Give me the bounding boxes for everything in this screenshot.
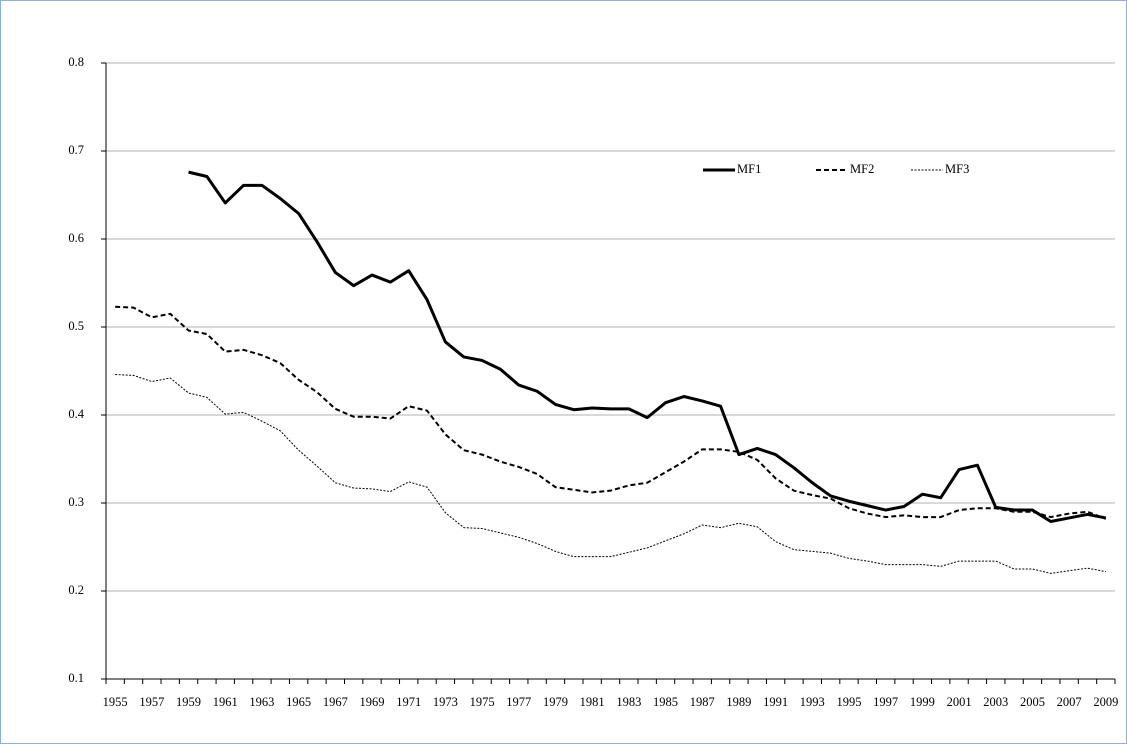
x-tick-label: 1987 [690, 695, 715, 709]
x-tick-label: 1993 [800, 695, 825, 709]
series-line [188, 170, 1107, 523]
y-tick-label: 0.2 [68, 583, 84, 597]
y-tick-label: 0.3 [68, 495, 84, 509]
x-tick-label: 1959 [176, 695, 201, 709]
x-tick-label: 1957 [139, 695, 164, 709]
x-tick-label: 1967 [323, 695, 348, 709]
x-tick-label: 1999 [910, 695, 935, 709]
x-tick-label: 1975 [470, 695, 495, 709]
x-tick-label: 1997 [873, 695, 898, 709]
x-tick-label: 1983 [616, 695, 641, 709]
x-tick-label: 2009 [1093, 695, 1118, 709]
series-line [115, 305, 1107, 520]
legend-label: MF2 [850, 162, 874, 176]
x-tick-label: 1979 [543, 695, 568, 709]
legend-label: MF3 [945, 162, 969, 176]
x-tick-label: 2005 [1020, 695, 1045, 709]
x-tick-label: 1955 [103, 695, 128, 709]
x-tick-label: 2007 [1057, 695, 1082, 709]
x-tick-label: 1977 [506, 695, 531, 709]
x-tick-label: 2003 [983, 695, 1008, 709]
x-tick-label: 1965 [286, 695, 311, 709]
x-tick-label: 1971 [396, 695, 421, 709]
x-tick-label: 2001 [947, 695, 972, 709]
x-tick-label: 1981 [580, 695, 605, 709]
x-tick-label: 1963 [249, 695, 274, 709]
x-tick-label: 1995 [836, 695, 861, 709]
y-tick-label: 0.4 [68, 407, 84, 421]
x-tick-label: 1991 [763, 695, 788, 709]
series-line [115, 374, 1106, 574]
y-tick-label: 0.8 [68, 55, 84, 69]
x-tick-label: 1985 [653, 695, 678, 709]
x-tick-label: 1989 [726, 695, 751, 709]
x-tick-label: 1961 [213, 695, 238, 709]
y-tick-label: 0.1 [68, 671, 84, 685]
x-tick-label: 1973 [433, 695, 458, 709]
y-tick-label: 0.6 [68, 231, 84, 245]
legend-label: MF1 [737, 162, 761, 176]
x-tick-label: 1969 [360, 695, 385, 709]
y-tick-label: 0.5 [68, 319, 84, 333]
y-tick-label: 0.7 [68, 143, 84, 157]
